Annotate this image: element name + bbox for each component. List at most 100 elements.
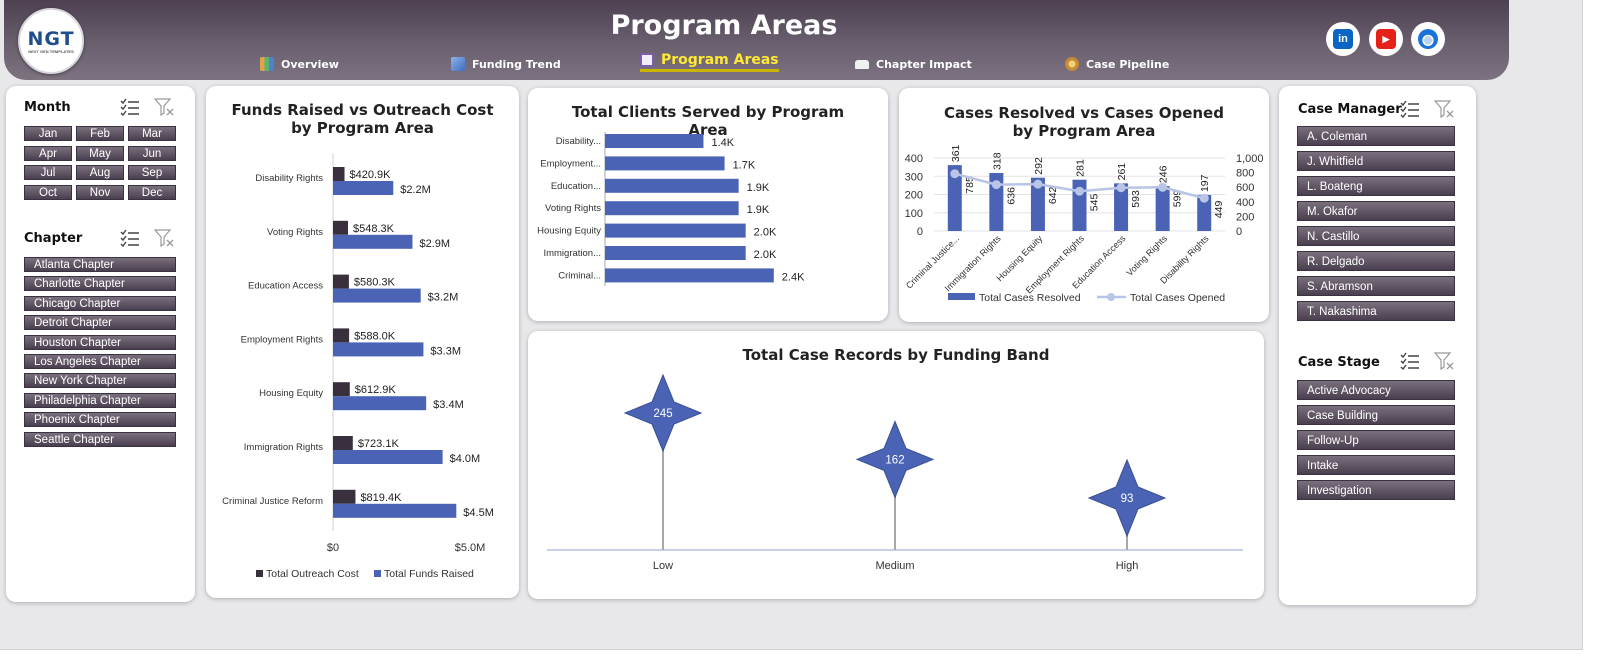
outreach-data-label: $723.1K (358, 438, 400, 450)
page-title: Program Areas (610, 10, 838, 41)
outreach-data-label: $819.4K (360, 492, 402, 504)
case-stage-chip[interactable]: Investigation (1297, 480, 1455, 500)
month-chip-oct[interactable]: Oct (24, 184, 72, 200)
band-star-marker (855, 420, 935, 499)
month-chip-sep[interactable]: Sep (128, 165, 176, 180)
chapter-chip[interactable]: Atlanta Chapter (24, 257, 176, 272)
resolved-data-label: 361 (950, 144, 962, 162)
logo-subtext: NEXT GEN TEMPLATES (28, 48, 74, 54)
nav-overview[interactable]: Overview (260, 54, 339, 74)
clients-bar (605, 156, 725, 171)
chapter-chip[interactable]: Seattle Chapter (24, 431, 176, 447)
month-chip-mar[interactable]: Mar (128, 126, 176, 141)
funds-vs-outreach-chart: Disability Rights $420.9K $2.2M Voting Righ… (222, 153, 494, 580)
multi-select-icon[interactable] (120, 98, 140, 116)
line-chart-icon (451, 57, 465, 71)
case-manager-chip[interactable]: R. Delgado (1297, 251, 1455, 271)
chapter-chip[interactable]: Los Angeles Chapter (24, 354, 176, 369)
case-manager-chip[interactable]: T. Nakashima (1297, 301, 1455, 321)
multi-select-icon[interactable] (1400, 352, 1420, 370)
case-manager-chip[interactable]: M. Okafor (1297, 201, 1455, 221)
chapter-chip[interactable]: Chicago Chapter (24, 295, 176, 311)
clients-bar (605, 134, 704, 148)
youtube-icon: ▶ (1376, 29, 1396, 49)
case-manager-chip[interactable]: S. Abramson (1297, 276, 1455, 296)
month-slicer-title: Month (24, 100, 71, 115)
month-chip-jul[interactable]: Jul (24, 165, 72, 180)
case-stage-chip[interactable]: Intake (1297, 455, 1455, 475)
nav-funding-trend[interactable]: Funding Trend (451, 54, 561, 74)
outreach-bar (333, 220, 349, 235)
case-manager-slicer-title: Case Manager (1298, 102, 1402, 117)
chapter-chip[interactable]: Houston Chapter (24, 334, 176, 350)
month-chip-nov[interactable]: Nov (76, 184, 124, 200)
clear-filter-icon[interactable] (1434, 352, 1454, 370)
chapter-chip[interactable]: Detroit Chapter (24, 315, 176, 331)
chapter-chip[interactable]: Charlotte Chapter (24, 276, 176, 292)
right-slicer-panel: Case Manager A. Coleman J. Whitfield L. Bo… (1279, 86, 1476, 605)
funds-bar (333, 503, 457, 518)
month-chip-dec[interactable]: Dec (128, 184, 176, 200)
funds-data-label: $3.2M (428, 292, 459, 304)
month-chip-may[interactable]: May (76, 145, 124, 161)
resolved-bar (1197, 195, 1212, 231)
case-manager-chip[interactable]: L. Boateng (1297, 176, 1455, 196)
opened-data-label: 599 (1172, 190, 1184, 208)
chapter-chip[interactable]: New York Chapter (24, 373, 176, 389)
funds-data-label: $2.2M (400, 184, 431, 196)
opened-data-label: 636 (1005, 187, 1017, 205)
linkedin-icon: in (1333, 29, 1353, 49)
band-star-marker (623, 373, 703, 453)
legend-marker-opened (1107, 293, 1115, 301)
chapter-chip[interactable]: Philadelphia Chapter (24, 392, 176, 408)
clients-data-label: 2.4K (782, 271, 805, 283)
outreach-data-label: $548.3K (353, 223, 395, 235)
clear-filter-icon[interactable] (154, 98, 174, 116)
resolved-data-label: 197 (1199, 174, 1211, 192)
cases-right-tick: 0 (1236, 226, 1242, 238)
month-chip-jun[interactable]: Jun (128, 145, 176, 161)
clients-bar (605, 246, 746, 260)
month-chip-apr[interactable]: Apr (24, 145, 72, 161)
multi-select-icon[interactable] (1400, 100, 1420, 118)
clients-data-label: 2.0K (754, 249, 777, 261)
case-stage-chip[interactable]: Active Advocacy (1297, 380, 1455, 400)
month-chip-aug[interactable]: Aug (76, 165, 124, 180)
clear-filter-icon[interactable] (1434, 100, 1454, 118)
case-stage-chip[interactable]: Case Building (1297, 405, 1455, 425)
opened-point (1075, 186, 1084, 196)
funding-band-card: Total Case Records by Funding Band 245 Lo… (528, 331, 1264, 599)
cases-right-tick: 800 (1236, 168, 1254, 180)
nav-chapter-impact[interactable]: Chapter Impact (855, 54, 972, 74)
cases-category-label: Voting Rights (1124, 233, 1169, 278)
cases-resolved-card: Cases Resolved vs Cases Opened by Progra… (899, 88, 1269, 322)
clipboard-icon (640, 53, 654, 67)
month-chip-feb[interactable]: Feb (76, 126, 124, 141)
band-star-marker (1087, 458, 1167, 538)
case-manager-chip[interactable]: A. Coleman (1297, 126, 1455, 146)
month-chip-jan[interactable]: Jan (24, 126, 72, 141)
case-stage-chip[interactable]: Follow-Up (1297, 430, 1455, 450)
brand-logo[interactable]: NGT NEXT GEN TEMPLATES (18, 8, 84, 74)
chapter-chip[interactable]: Phoenix Chapter (24, 412, 176, 428)
funds-bar (333, 181, 394, 195)
case-manager-chip[interactable]: N. Castillo (1297, 226, 1455, 246)
clear-filter-icon[interactable] (154, 229, 174, 247)
website-button[interactable]: ◍ (1411, 22, 1445, 56)
case-manager-chip[interactable]: J. Whitfield (1297, 151, 1455, 171)
outreach-data-label: $612.9K (355, 384, 397, 396)
youtube-button[interactable]: ▶ (1369, 22, 1403, 56)
outreach-bar (333, 274, 349, 289)
multi-select-icon[interactable] (120, 229, 140, 247)
nav-case-pipeline[interactable]: Case Pipeline (1065, 54, 1169, 74)
case-stage-slicer-title: Case Stage (1298, 355, 1380, 370)
legend-label-funds: Total Funds Raised (384, 568, 474, 580)
clients-bar (605, 223, 746, 238)
cases-left-tick: 200 (905, 190, 923, 202)
clients-category-label: Criminal... (558, 270, 601, 281)
opened-point (991, 180, 1001, 190)
outreach-bar (333, 489, 356, 504)
resolved-data-label: 261 (1116, 163, 1128, 181)
nav-program-areas[interactable]: Program Areas (640, 52, 779, 72)
linkedin-button[interactable]: in (1326, 22, 1360, 56)
